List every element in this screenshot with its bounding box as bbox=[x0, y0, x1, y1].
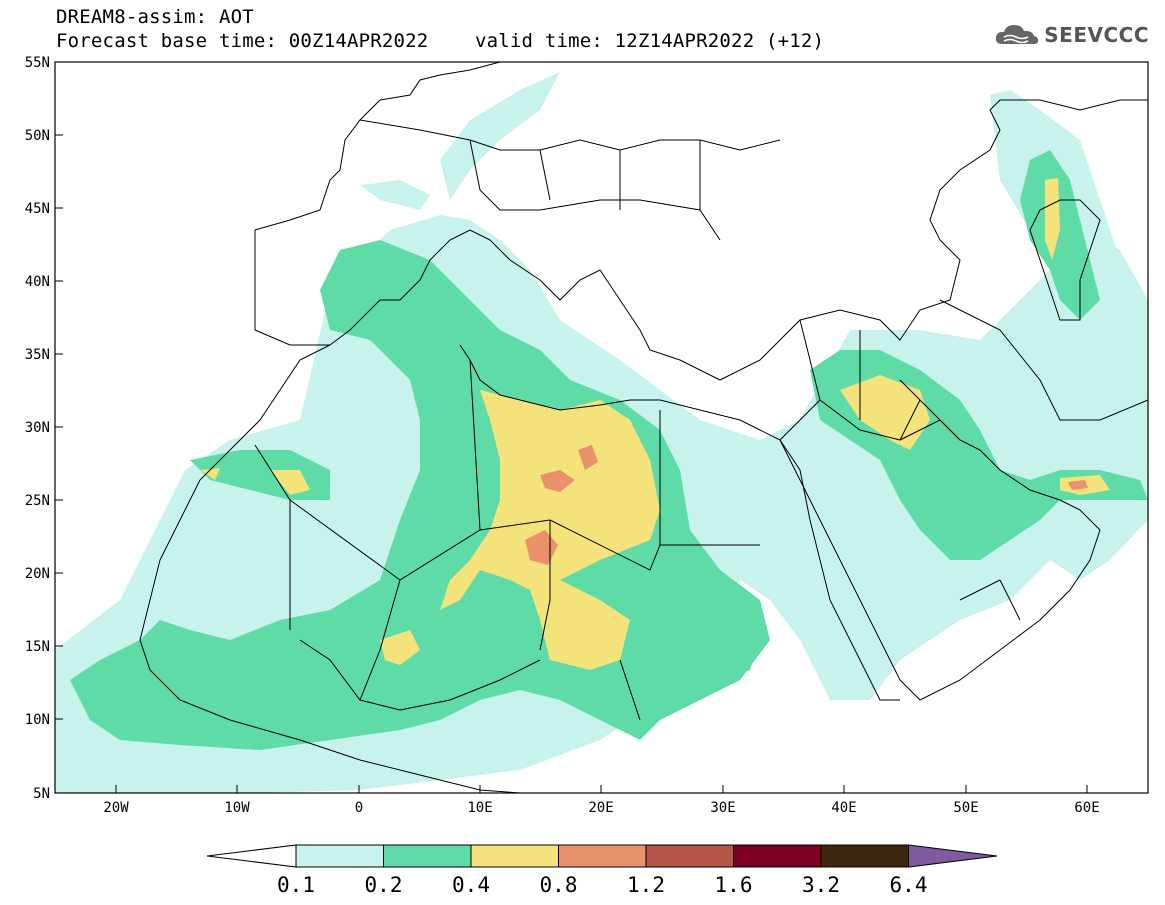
lon-label: 10W bbox=[224, 800, 250, 816]
colorbar-label: 6.4 bbox=[890, 873, 928, 897]
lat-label: 45N bbox=[25, 201, 50, 217]
aot-field-green-eafrica bbox=[700, 620, 760, 680]
aot-field-orange-libya-2 bbox=[578, 445, 598, 470]
borders-africa bbox=[254, 359, 760, 721]
lat-label: 5N bbox=[33, 786, 50, 802]
aot-field-light-iberia bbox=[360, 180, 430, 210]
colorbar-label: 0.1 bbox=[277, 873, 315, 897]
aot-field-light-north bbox=[440, 72, 560, 200]
colorbar-low-arrow bbox=[206, 844, 297, 868]
logo-text: SEEVCCC bbox=[1044, 23, 1149, 47]
lat-label: 15N bbox=[25, 639, 50, 655]
lon-label: 10E bbox=[467, 800, 492, 816]
lon-label: 0 bbox=[355, 800, 363, 816]
colorbar-segment bbox=[733, 844, 822, 868]
aot-field-yellow-caspian bbox=[1045, 178, 1060, 260]
colorbar-segment bbox=[383, 844, 472, 868]
seevccc-logo: SEEVCCC bbox=[994, 22, 1149, 48]
colorbar-label: 1.2 bbox=[627, 873, 665, 897]
coastline-arabia bbox=[779, 379, 1101, 701]
colorbar-label: 0.4 bbox=[452, 873, 490, 897]
lon-label: 30E bbox=[710, 800, 735, 816]
lat-label: 20N bbox=[25, 566, 50, 582]
coastline-africa bbox=[139, 344, 900, 793]
lat-label: 10N bbox=[25, 712, 50, 728]
aot-field-yellow-iraq bbox=[840, 375, 930, 450]
colorbar-segment bbox=[470, 844, 559, 868]
colorbar-segment bbox=[820, 844, 909, 868]
lon-label: 60E bbox=[1074, 800, 1099, 816]
aot-field-orange-gulf bbox=[1068, 480, 1088, 490]
colorbar-label: 0.2 bbox=[365, 873, 403, 897]
colorbar-label: 0.8 bbox=[540, 873, 578, 897]
borders-europe bbox=[359, 119, 781, 241]
colorbar-label: 3.2 bbox=[802, 873, 840, 897]
longitude-axis: 20W 10W 0 10E 20E 30E 40E 50E 60E bbox=[103, 785, 1100, 816]
colorbar-segment bbox=[645, 844, 734, 868]
forecast-time-line: Forecast base time: 00Z14APR2022 valid t… bbox=[56, 30, 825, 52]
aot-field-yellow-niger bbox=[380, 630, 420, 665]
aot-field-orange-libya bbox=[540, 470, 575, 492]
lon-label: 50E bbox=[953, 800, 978, 816]
lat-label: 35N bbox=[25, 347, 50, 363]
lat-label: 55N bbox=[25, 55, 50, 71]
coastline-caspian bbox=[1029, 199, 1101, 321]
colorbar-high-arrow bbox=[908, 844, 998, 868]
coastlines-and-borders bbox=[139, 62, 1148, 793]
lon-label: 20W bbox=[103, 800, 129, 816]
cloud-icon bbox=[996, 25, 1039, 44]
lat-label: 25N bbox=[25, 493, 50, 509]
colorbar-labels: 0.1 0.2 0.4 0.8 1.2 1.6 3.2 6.4 bbox=[277, 873, 927, 897]
latitude-axis: 55N 50N 45N 40N 35N 30N 25N 20N 15N 10N … bbox=[25, 55, 63, 802]
lon-label: 40E bbox=[831, 800, 856, 816]
colorbar-label: 1.6 bbox=[715, 873, 753, 897]
lat-label: 40N bbox=[25, 274, 50, 290]
colorbar-segment bbox=[295, 844, 384, 868]
borders-middle-east bbox=[779, 299, 1148, 621]
aot-field-green-caspian bbox=[1020, 150, 1100, 320]
colorbar-segment bbox=[558, 844, 647, 868]
aot-field-yellow-morocco bbox=[270, 470, 310, 495]
map-title: DREAM8-assim: AOT bbox=[56, 6, 254, 28]
colorbar bbox=[206, 844, 998, 868]
aot-shading bbox=[55, 72, 1148, 793]
aot-field-yellow-mauritania bbox=[200, 468, 220, 480]
lon-label: 20E bbox=[588, 800, 613, 816]
lat-label: 30N bbox=[25, 420, 50, 436]
lat-label: 50N bbox=[25, 128, 50, 144]
